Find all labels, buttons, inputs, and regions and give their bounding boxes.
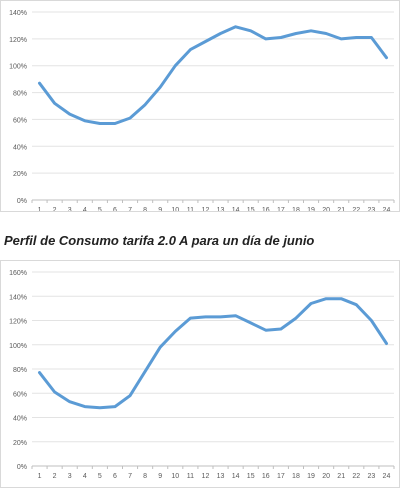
x-tick-label: 11 <box>187 473 194 480</box>
y-tick-label: 140% <box>9 10 27 17</box>
x-tick-label: 2 <box>53 473 57 480</box>
x-tick-label: 23 <box>367 473 375 480</box>
x-tick-label: 6 <box>113 207 117 211</box>
x-tick-label: 10 <box>171 207 179 211</box>
y-tick-label: 140% <box>9 294 27 301</box>
x-tick-label: 5 <box>98 473 102 480</box>
x-tick-label: 3 <box>68 473 72 480</box>
y-tick-label: 40% <box>13 144 27 151</box>
y-tick-label: 120% <box>9 37 27 44</box>
x-tick-label: 9 <box>158 473 162 480</box>
x-tick-label: 17 <box>277 473 285 480</box>
x-tick-label: 8 <box>143 207 147 211</box>
x-tick-label: 13 <box>217 207 225 211</box>
x-tick-label: 19 <box>307 207 315 211</box>
x-tick-label: 3 <box>68 207 72 211</box>
x-tick-label: 12 <box>202 207 210 211</box>
x-tick-label: 24 <box>383 207 391 211</box>
x-tick-label: 9 <box>158 207 162 211</box>
x-tick-label: 18 <box>292 207 300 211</box>
x-tick-label: 4 <box>83 207 87 211</box>
chart-0-y-tick-labels: 0% 20% 40% 60% 80% 100% 120% 140% <box>9 10 27 205</box>
series-line <box>40 27 387 124</box>
x-tick-label: 13 <box>217 473 225 480</box>
chart-1-y-tick-labels: 0% 20% 40% 60% 80% 100% 120% 140% 160% <box>9 270 27 471</box>
y-tick-label: 100% <box>9 343 27 350</box>
x-tick-label: 21 <box>337 473 345 480</box>
x-tick-label: 14 <box>232 473 240 480</box>
y-tick-label: 0% <box>17 464 27 471</box>
x-tick-label: 18 <box>292 473 300 480</box>
x-tick-label: 24 <box>383 473 391 480</box>
y-tick-label: 160% <box>9 270 27 277</box>
series-line <box>40 299 387 408</box>
x-tick-label: 7 <box>128 207 132 211</box>
y-tick-label: 0% <box>17 198 27 205</box>
y-tick-label: 60% <box>13 391 27 398</box>
y-tick-label: 100% <box>9 64 27 71</box>
x-tick-label: 2 <box>53 207 57 211</box>
y-tick-label: 20% <box>13 171 27 178</box>
x-tick-label: 10 <box>171 473 179 480</box>
x-tick-label: 7 <box>128 473 132 480</box>
x-tick-label: 6 <box>113 473 117 480</box>
chart-1-series-0-points <box>39 299 386 408</box>
y-tick-label: 120% <box>9 319 27 326</box>
chart-0-series-0-points <box>39 27 386 124</box>
x-tick-label: 11 <box>187 207 194 211</box>
y-tick-label: 60% <box>13 117 27 124</box>
x-tick-label: 14 <box>232 207 240 211</box>
x-tick-label: 1 <box>38 207 42 211</box>
x-tick-label: 20 <box>322 207 330 211</box>
x-tick-label: 21 <box>337 207 345 211</box>
x-tick-label: 5 <box>98 207 102 211</box>
x-tick-label: 12 <box>202 473 210 480</box>
y-tick-label: 80% <box>13 91 27 98</box>
x-tick-label: 1 <box>38 473 42 480</box>
y-tick-label: 20% <box>13 440 27 447</box>
x-tick-label: 22 <box>352 473 360 480</box>
x-tick-label: 23 <box>367 207 375 211</box>
x-tick-label: 15 <box>247 207 255 211</box>
x-tick-label: 20 <box>322 473 330 480</box>
y-tick-label: 40% <box>13 416 27 423</box>
x-tick-label: 4 <box>83 473 87 480</box>
x-tick-label: 16 <box>262 207 270 211</box>
y-tick-label: 80% <box>13 367 27 374</box>
x-tick-label: 17 <box>277 207 285 211</box>
x-tick-label: 8 <box>143 473 147 480</box>
x-tick-label: 22 <box>352 207 360 211</box>
x-tick-label: 16 <box>262 473 270 480</box>
chart-1-gridlines <box>32 272 394 466</box>
x-tick-label: 19 <box>307 473 315 480</box>
chart-0-gridlines <box>32 12 394 200</box>
chart-caption: Perfil de Consumo tarifa 2.0 A para un d… <box>4 233 314 248</box>
x-tick-label: 15 <box>247 473 255 480</box>
